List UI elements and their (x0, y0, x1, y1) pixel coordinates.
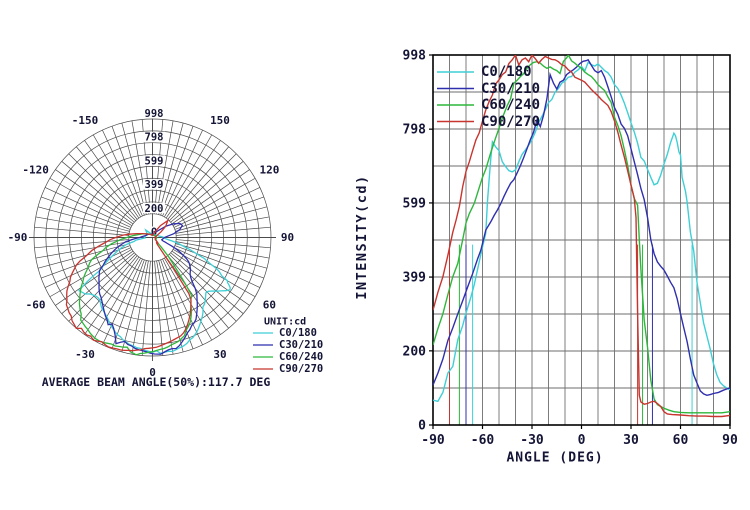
y-tick-label: 399 (403, 271, 426, 286)
polar-ring-label: 399 (145, 179, 164, 191)
x-tick-label: -90 (421, 433, 445, 448)
y-axis-title: INTENSITY(cd) (354, 174, 370, 300)
cartesian-grid (433, 55, 730, 425)
polar-legend-label-c60-240: C60/240 (279, 351, 324, 363)
x-tick-label: -60 (471, 433, 495, 448)
polar-angle-label: 150 (210, 114, 230, 127)
polar-legend-label-c90-270: C90/270 (279, 363, 324, 375)
polar-legend-label-c0-180: C0/180 (279, 327, 317, 339)
polar-ring-label: 200 (145, 203, 164, 215)
y-tick-label: 200 (403, 344, 427, 359)
polar-angle-label: -120 (22, 164, 49, 177)
polar-legend-label-c30-210: C30/210 (279, 339, 324, 351)
polar-angle-label: -90 (8, 231, 28, 244)
series-line-C30-210 (433, 58, 730, 397)
polar-ring-label: 798 (145, 132, 164, 144)
legend-label-c90-270: C90/270 (481, 113, 541, 130)
polar-angle-label: -30 (75, 348, 95, 361)
beam-angle-markers (449, 244, 693, 425)
cartesian-ticks: -90 -60 -30 0 30 60 90 998 798 599 399 200 0 (403, 49, 738, 449)
y-tick-label: 599 (403, 196, 426, 211)
polar-angle-label: 30 (213, 348, 226, 361)
polar-series-curves (65, 218, 231, 356)
polar-series-line-C30-210 (98, 222, 198, 355)
x-tick-label: 90 (722, 433, 738, 448)
series-line-C90-270 (433, 55, 730, 418)
x-tick-label: -30 (520, 433, 544, 448)
polar-ring-label: 599 (145, 155, 164, 167)
polar-angle-label: 90 (281, 231, 294, 244)
y-tick-label: 0 (418, 419, 426, 434)
average-beam-angle-caption: AVERAGE BEAM ANGLE(50%):117.7 DEG (41, 375, 271, 389)
polar-series-line-C90-270 (65, 218, 192, 352)
y-tick-label: 998 (403, 49, 427, 64)
series-line-C60-240 (433, 55, 730, 414)
polar-ring-label: 998 (145, 108, 164, 120)
x-axis-title: ANGLE (DEG) (506, 450, 604, 466)
legend-label-c30-210: C30/210 (481, 80, 541, 97)
polar-grid (29, 114, 276, 361)
polar-angle-label: -150 (72, 114, 99, 127)
polar-angle-label: -60 (26, 299, 46, 312)
x-tick-label: 0 (578, 433, 586, 448)
y-tick-label: 798 (403, 123, 427, 138)
legend-label-c60-240: C60/240 (481, 97, 541, 113)
x-tick-label: 30 (623, 433, 639, 448)
polar-series-line-C0-180 (78, 228, 231, 354)
polar-angle-label: 0 (149, 366, 156, 379)
legend-label-c0-180: C0/180 (481, 64, 532, 80)
polar-angle-label: 120 (259, 164, 279, 177)
x-tick-label: 60 (673, 433, 689, 448)
polar-angle-label: 60 (263, 299, 276, 312)
polar-legend-title: UNIT:cd (264, 316, 307, 328)
cartesian-series-curves (433, 55, 730, 418)
